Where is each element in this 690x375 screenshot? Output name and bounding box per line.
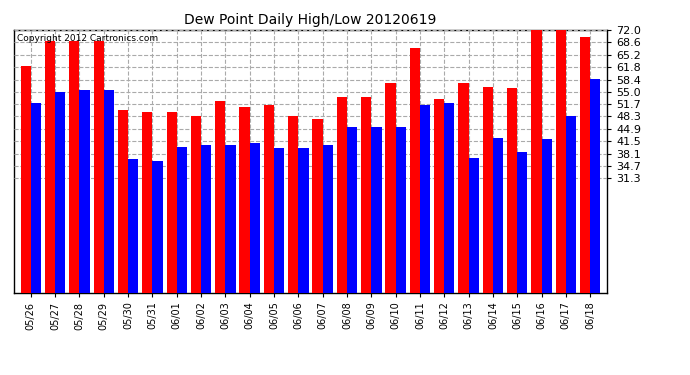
Bar [420, 105, 430, 292]
Bar [104, 90, 114, 292]
Bar [298, 148, 308, 292]
Bar [21, 66, 31, 292]
Bar [444, 103, 455, 292]
Bar [152, 161, 163, 292]
Bar [555, 30, 566, 292]
Bar [250, 143, 260, 292]
Bar [313, 119, 323, 292]
Bar [361, 98, 371, 292]
Bar [226, 145, 235, 292]
Bar [79, 90, 90, 292]
Bar [590, 79, 600, 292]
Bar [274, 148, 284, 292]
Bar [323, 145, 333, 292]
Bar [507, 88, 518, 292]
Bar [531, 30, 542, 292]
Bar [483, 87, 493, 292]
Bar [434, 99, 444, 292]
Bar [191, 116, 201, 292]
Bar [142, 112, 152, 292]
Bar [166, 112, 177, 292]
Bar [31, 103, 41, 292]
Bar [288, 116, 298, 292]
Bar [264, 105, 274, 292]
Bar [458, 83, 469, 292]
Bar [469, 158, 479, 292]
Title: Dew Point Daily High/Low 20120619: Dew Point Daily High/Low 20120619 [184, 13, 437, 27]
Bar [69, 41, 79, 292]
Bar [201, 145, 211, 292]
Bar [395, 127, 406, 292]
Bar [215, 101, 226, 292]
Bar [566, 116, 576, 292]
Bar [337, 98, 347, 292]
Text: Copyright 2012 Cartronics.com: Copyright 2012 Cartronics.com [17, 34, 158, 43]
Bar [128, 159, 138, 292]
Bar [371, 127, 382, 292]
Bar [94, 41, 104, 292]
Bar [45, 41, 55, 292]
Bar [386, 83, 395, 292]
Bar [580, 37, 590, 292]
Bar [518, 152, 527, 292]
Bar [118, 110, 128, 292]
Bar [542, 140, 552, 292]
Bar [55, 92, 66, 292]
Bar [239, 106, 250, 292]
Bar [177, 147, 187, 292]
Bar [410, 48, 420, 292]
Bar [347, 127, 357, 292]
Bar [493, 138, 503, 292]
